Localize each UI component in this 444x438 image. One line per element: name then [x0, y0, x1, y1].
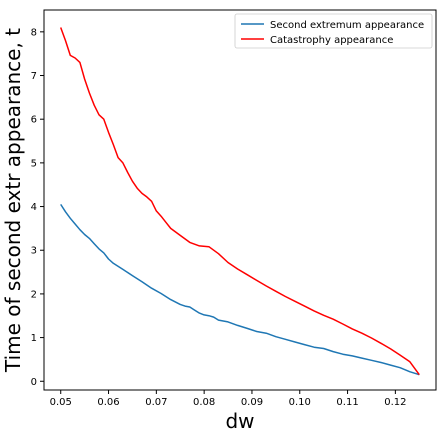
- y-tick-label: 4: [31, 202, 37, 213]
- y-axis-title: Time of second extr appearance, t: [1, 28, 25, 373]
- x-tick-label: 0.07: [145, 397, 167, 408]
- x-tick-label: 0.10: [289, 397, 311, 408]
- x-axis: 0.05 0.06 0.07 0.08 0.09 0.10 0.11 0.12: [50, 390, 406, 408]
- y-tick-label: 7: [31, 71, 37, 82]
- y-axis: 0 1 2 3 4 5 6 7 8: [31, 27, 44, 388]
- x-tick-label: 0.09: [241, 397, 263, 408]
- legend-box: [234, 13, 433, 49]
- y-tick-label: 8: [31, 27, 37, 38]
- series-line-second-extremum: [60, 203, 420, 376]
- plot-frame: [43, 9, 437, 391]
- x-tick-label: 0.08: [193, 397, 215, 408]
- y-tick-label: 0: [31, 377, 37, 388]
- x-tick-label: 0.11: [336, 397, 358, 408]
- series-layer: [59, 27, 420, 376]
- y-tick-label: 3: [31, 246, 37, 257]
- legend-label-second-extremum: Second extremum appearance: [270, 20, 424, 31]
- legend-label-catastrophy: Catastrophy appearance: [270, 35, 393, 46]
- x-axis-title: dw: [225, 409, 254, 433]
- x-tick-label: 0.06: [97, 397, 119, 408]
- series-line-catastrophy: [59, 27, 420, 376]
- y-tick-label: 5: [31, 158, 37, 169]
- plot-area: [44, 10, 436, 390]
- x-tick-label: 0.05: [50, 397, 72, 408]
- x-tick-label: 0.12: [384, 397, 406, 408]
- y-tick-label: 6: [31, 115, 37, 126]
- y-tick-label: 1: [31, 333, 37, 344]
- y-tick-label: 2: [31, 289, 37, 300]
- legend: Second extremum appearance Catastrophy a…: [234, 13, 433, 49]
